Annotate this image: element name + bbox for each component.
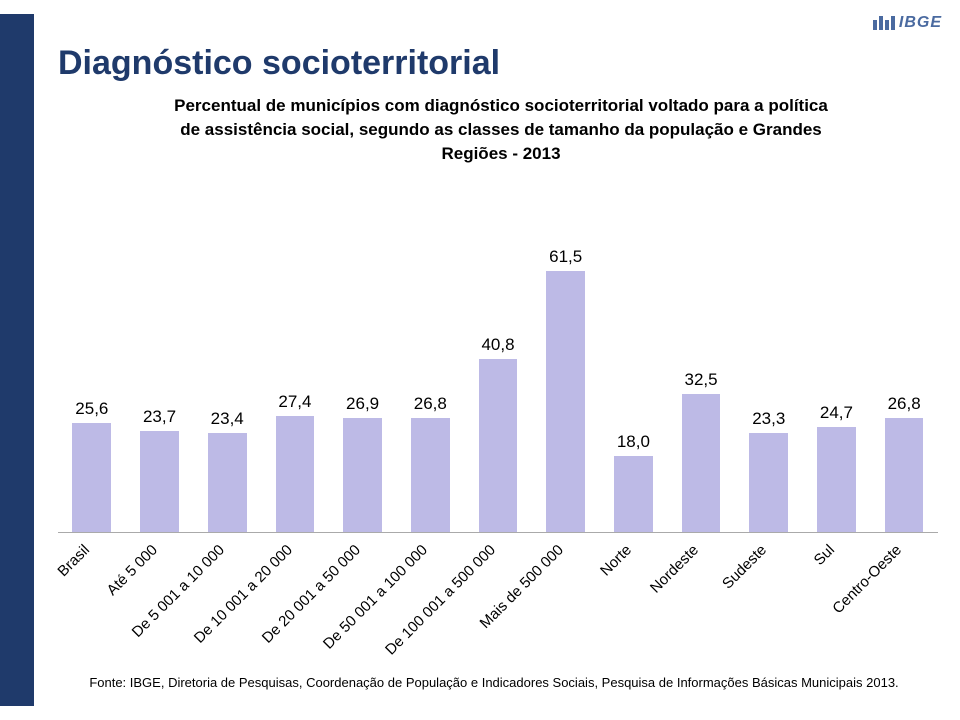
bar-value-label: 24,7 [812,403,860,423]
bar-value-label: 18,0 [609,432,657,452]
bar-rect [546,271,585,532]
category-label: Nordeste [647,541,702,596]
slide-title: Diagnóstico socioterritorial [58,44,500,83]
category-label: Norte [597,541,635,579]
bar-rect [72,423,111,532]
bar-value-label: 23,7 [135,407,183,427]
bar-rect [614,456,653,533]
category-label: Sudeste [719,541,770,592]
chart-title: Percentual de municípios com diagnóstico… [72,94,930,165]
bar-value-label: 32,5 [677,370,725,390]
bar-value-label: 61,5 [541,247,589,267]
bar-value-label: 25,6 [68,399,116,419]
left-stripe [0,14,34,706]
bar-rect [885,418,924,532]
chart-title-line: Percentual de municípios com diagnóstico… [174,96,828,115]
bar-rect [749,433,788,532]
bars-row: 25,6 23,7 23,4 27,4 26,9 26,8 40,8 61,5 18,0 32,5… [58,192,938,533]
source-footnote: Fonte: IBGE, Diretoria de Pesquisas, Coo… [58,675,930,690]
bar-rect [276,416,315,532]
bar-value-label: 23,4 [203,409,251,429]
category-label: Até 5 000 [103,541,160,598]
bar-rect [140,431,179,532]
bar-value-label: 40,8 [474,335,522,355]
bar-chart: 25,6 23,7 23,4 27,4 26,9 26,8 40,8 61,5 18,0 32,5… [58,192,938,632]
bar-value-label: 26,8 [880,394,928,414]
category-label: Brasil [54,541,93,580]
labels-row: BrasilAté 5 000De 5 001 a 10 000De 10 00… [58,533,938,633]
bar-rect [479,359,518,532]
bar-rect [682,394,721,532]
bar-rect [411,418,450,532]
bar-rect [817,427,856,532]
bar-value-label: 27,4 [271,392,319,412]
logo-bars-icon [873,16,895,30]
category-label: Sul [810,541,837,568]
bar-value-label: 26,8 [406,394,454,414]
bar-rect [208,433,247,532]
bar-value-label: 26,9 [338,394,386,414]
chart-title-line: Regiões - 2013 [441,144,560,163]
logo-text: IBGE [899,14,942,32]
logo: IBGE [873,14,942,32]
bar-value-label: 23,3 [745,409,793,429]
category-label: Centro-Oeste [830,541,906,617]
chart-title-line: de assistência social, segundo as classe… [180,120,822,139]
bar-rect [343,418,382,532]
